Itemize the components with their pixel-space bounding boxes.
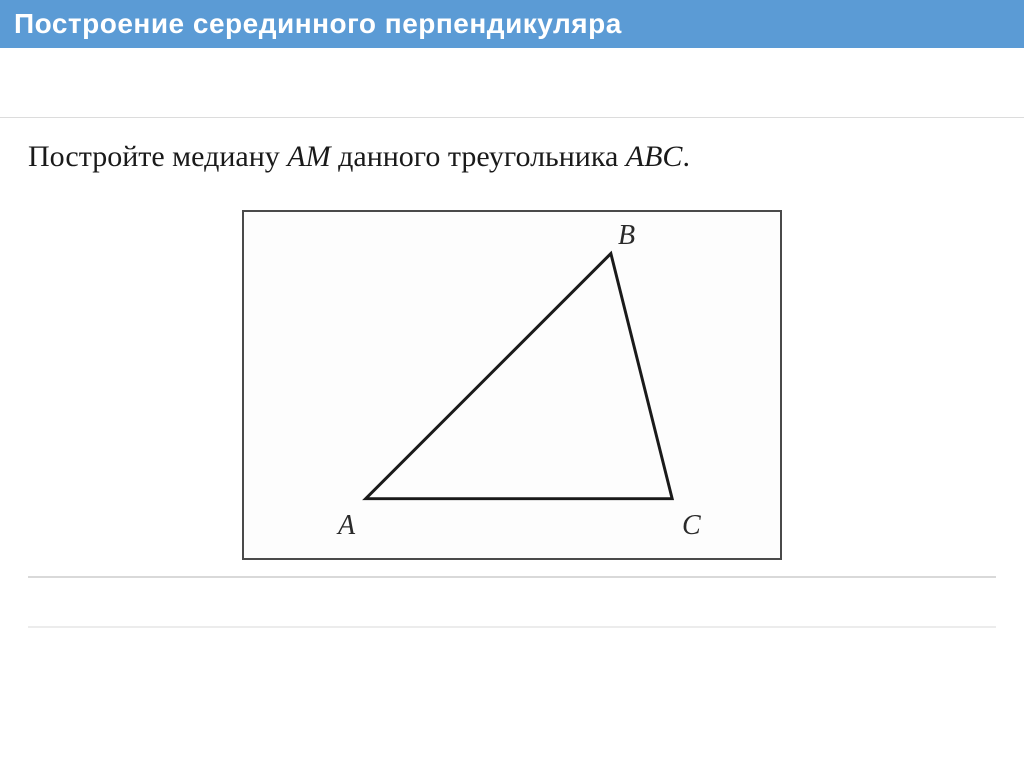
segment-am: AM: [287, 140, 330, 173]
text-middle: данного треугольника: [331, 140, 626, 173]
vertex-label-a: A: [338, 510, 355, 542]
divider-under-figure: [28, 576, 996, 578]
slide-header: Построение серединного перпендикуляра: [0, 0, 1024, 48]
triangle-abc: ABC: [626, 140, 683, 173]
vertex-label-c: C: [682, 510, 701, 542]
text-prefix: Постройте медиану: [28, 140, 287, 173]
figure-box: A B C: [242, 210, 782, 560]
slide-title: Построение серединного перпендикуляра: [14, 8, 622, 39]
triangle-shape: [366, 254, 672, 499]
text-suffix: .: [682, 140, 690, 173]
vertex-label-b: B: [618, 220, 635, 252]
problem-area: Постройте медиану AM данного треугольник…: [0, 118, 1024, 628]
figure-wrap: A B C: [28, 210, 996, 560]
problem-statement: Постройте медиану AM данного треугольник…: [28, 140, 996, 174]
header-spacer: [0, 48, 1024, 118]
divider-far: [28, 626, 996, 628]
triangle-svg: [244, 212, 780, 558]
